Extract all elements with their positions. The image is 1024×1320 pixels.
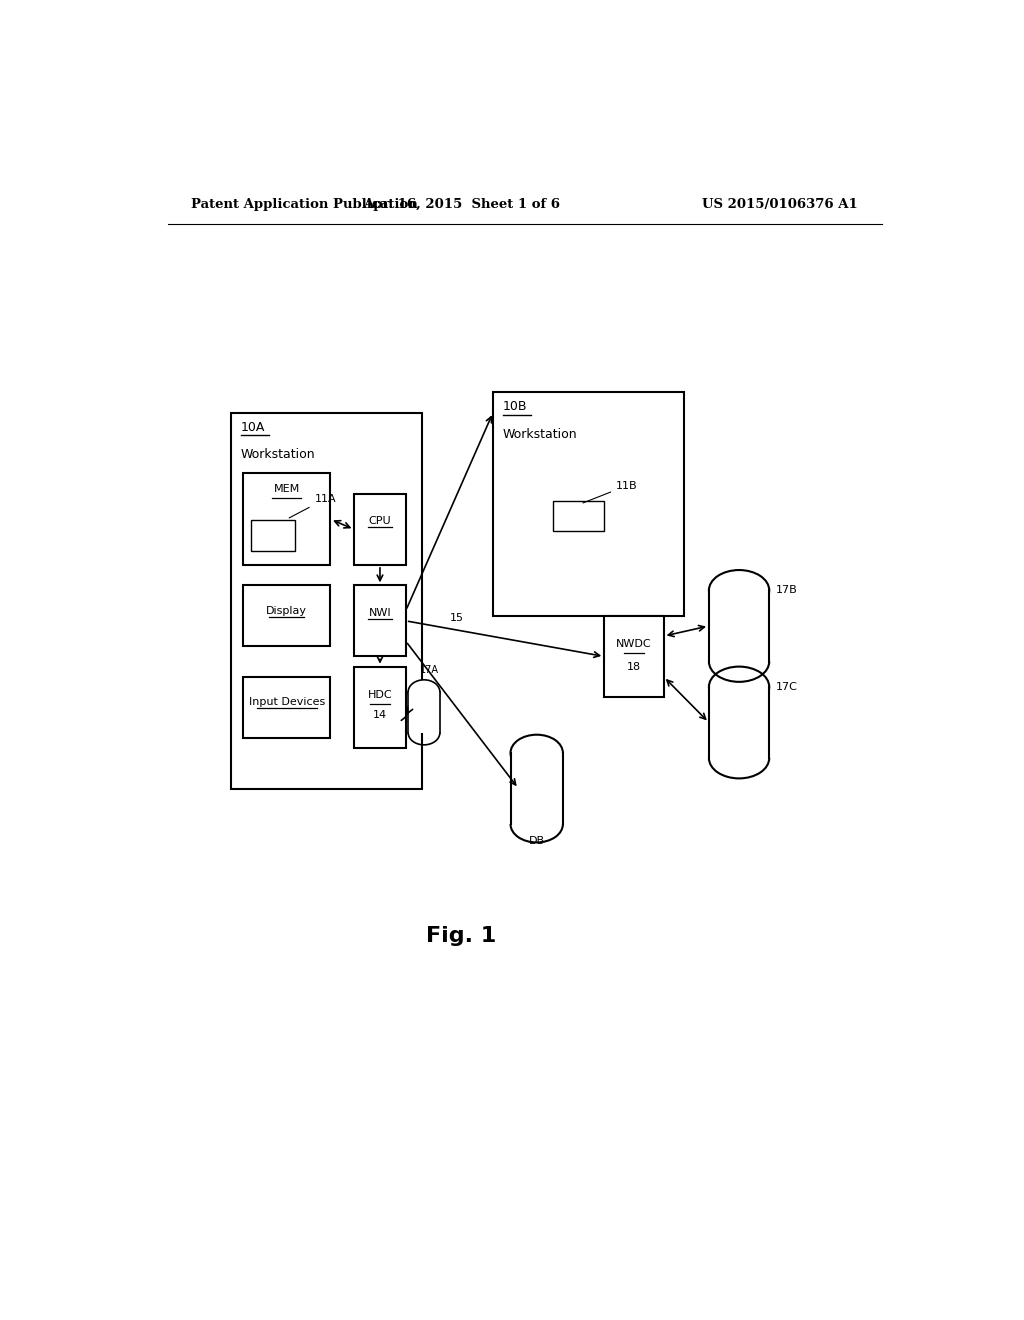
Text: CPU: CPU (369, 516, 391, 527)
Text: MEM: MEM (273, 483, 300, 494)
Text: 17A: 17A (420, 665, 439, 675)
Text: 15: 15 (450, 612, 464, 623)
Ellipse shape (709, 570, 769, 611)
Ellipse shape (409, 680, 440, 704)
FancyBboxPatch shape (243, 585, 331, 647)
Bar (511, 752, 563, 824)
Text: US 2015/0106376 A1: US 2015/0106376 A1 (702, 198, 858, 211)
Text: 18: 18 (627, 661, 641, 672)
Text: 10B: 10B (503, 400, 527, 413)
FancyBboxPatch shape (604, 616, 664, 697)
Text: 11B: 11B (583, 480, 638, 503)
Text: DB: DB (528, 837, 545, 846)
Bar (409, 692, 440, 733)
Ellipse shape (511, 735, 563, 771)
Ellipse shape (709, 667, 769, 708)
Bar (251, 520, 295, 550)
Text: Apr. 16, 2015  Sheet 1 of 6: Apr. 16, 2015 Sheet 1 of 6 (362, 198, 560, 211)
Text: 14: 14 (373, 710, 387, 721)
FancyBboxPatch shape (354, 494, 406, 565)
Bar (553, 500, 604, 532)
Text: Input Devices: Input Devices (249, 697, 325, 708)
Text: Workstation: Workstation (241, 447, 315, 461)
Text: 17B: 17B (775, 585, 798, 595)
FancyBboxPatch shape (354, 667, 406, 748)
Text: Workstation: Workstation (503, 428, 578, 441)
Text: NWDC: NWDC (616, 639, 651, 649)
Text: 11A: 11A (289, 494, 336, 517)
Text: Patent Application Publication: Patent Application Publication (191, 198, 418, 211)
FancyBboxPatch shape (494, 392, 684, 615)
Text: 10A: 10A (241, 421, 265, 434)
FancyBboxPatch shape (243, 677, 331, 738)
Text: NWI: NWI (369, 607, 391, 618)
Text: Fig. 1: Fig. 1 (426, 925, 497, 946)
Text: Display: Display (266, 606, 307, 615)
Bar (709, 686, 769, 758)
Text: 17C: 17C (775, 682, 798, 692)
FancyBboxPatch shape (243, 474, 331, 565)
Bar (709, 590, 769, 661)
FancyBboxPatch shape (231, 412, 422, 788)
Text: HDC: HDC (368, 690, 392, 700)
FancyBboxPatch shape (354, 585, 406, 656)
